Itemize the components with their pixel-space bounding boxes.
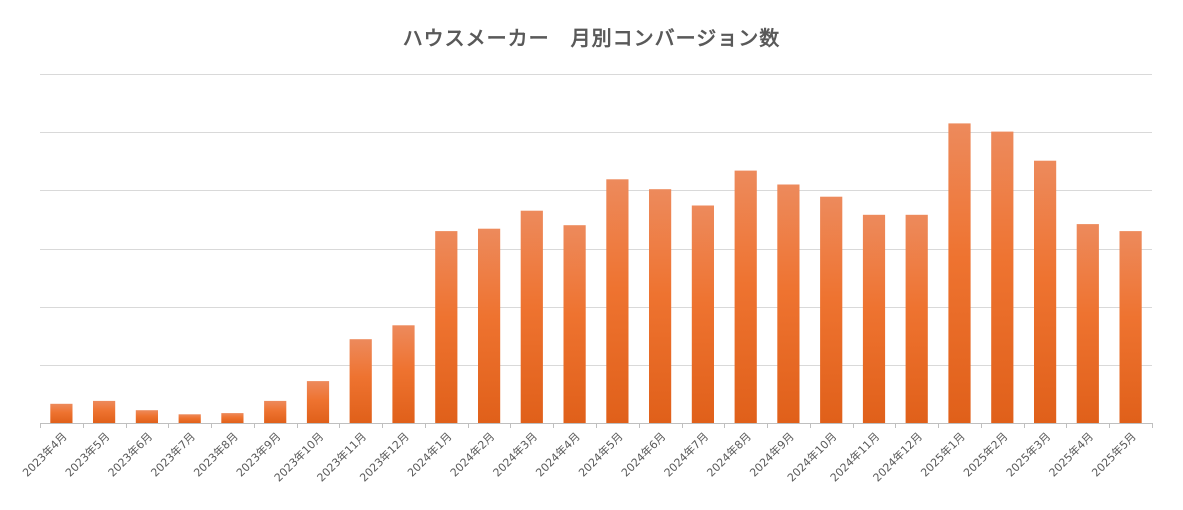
bar-2023年10月	[306, 381, 330, 423]
x-tick-label: 2024年2月	[447, 429, 497, 479]
bar-2024年3月	[520, 210, 543, 423]
bar-2024年6月	[649, 189, 672, 423]
x-tick-label: 2025年2月	[960, 429, 1010, 479]
chart-title: ハウスメーカー 月別コンバージョン数	[402, 26, 781, 50]
x-tick-label: 2024年5月	[575, 429, 625, 479]
x-tick-label: 2023年8月	[191, 429, 241, 479]
x-tick-label: 2023年7月	[148, 429, 198, 479]
bar-2024年2月	[478, 228, 501, 423]
x-tick-label: 2024年7月	[661, 429, 711, 479]
bar-2024年5月	[606, 179, 629, 423]
bar-2023年5月	[93, 400, 116, 423]
bar-2023年12月	[392, 325, 415, 423]
bar-2024年8月	[734, 170, 757, 423]
x-tick-label: 2023年6月	[105, 429, 155, 479]
bars	[50, 123, 1142, 424]
x-tick-label: 2025年4月	[1046, 429, 1096, 479]
bar-2024年4月	[563, 225, 586, 423]
bar-2023年6月	[135, 410, 158, 423]
bar-2024年12月	[905, 214, 928, 423]
bar-2023年8月	[221, 413, 244, 423]
bar-2023年7月	[178, 414, 201, 423]
x-tick-label: 2024年3月	[490, 429, 540, 479]
bar-2023年4月	[50, 403, 73, 423]
bar-2025年5月	[1119, 231, 1142, 423]
x-tick-label: 2024年8月	[704, 429, 754, 479]
bar-2024年10月	[820, 196, 843, 423]
x-tick-label: 2024年1月	[404, 429, 454, 479]
bar-2025年1月	[948, 123, 971, 424]
x-tick-label: 2024年6月	[618, 429, 668, 479]
x-tick-labels: 2023年4月2023年5月2023年6月2023年7月2023年8月2023年…	[19, 429, 1138, 484]
x-tick-label: 2024年4月	[533, 429, 583, 479]
bar-2024年11月	[862, 214, 886, 423]
x-tick-label: 2025年5月	[1089, 429, 1139, 479]
x-axis	[40, 423, 1153, 428]
bar-2024年9月	[777, 184, 800, 423]
bar-2023年11月	[349, 339, 372, 423]
bar-2025年4月	[1076, 224, 1099, 423]
bar-2025年2月	[991, 131, 1014, 423]
bar-2024年7月	[691, 205, 714, 423]
x-tick-label: 2023年4月	[19, 429, 69, 479]
x-tick-label: 2023年5月	[62, 429, 112, 479]
bar-2024年1月	[435, 231, 458, 423]
gridlines	[40, 74, 1152, 366]
bar-2025年3月	[1034, 160, 1057, 423]
x-tick-label: 2025年1月	[918, 429, 968, 479]
bar-2023年9月	[264, 400, 287, 423]
x-tick-label: 2025年3月	[1003, 429, 1053, 479]
